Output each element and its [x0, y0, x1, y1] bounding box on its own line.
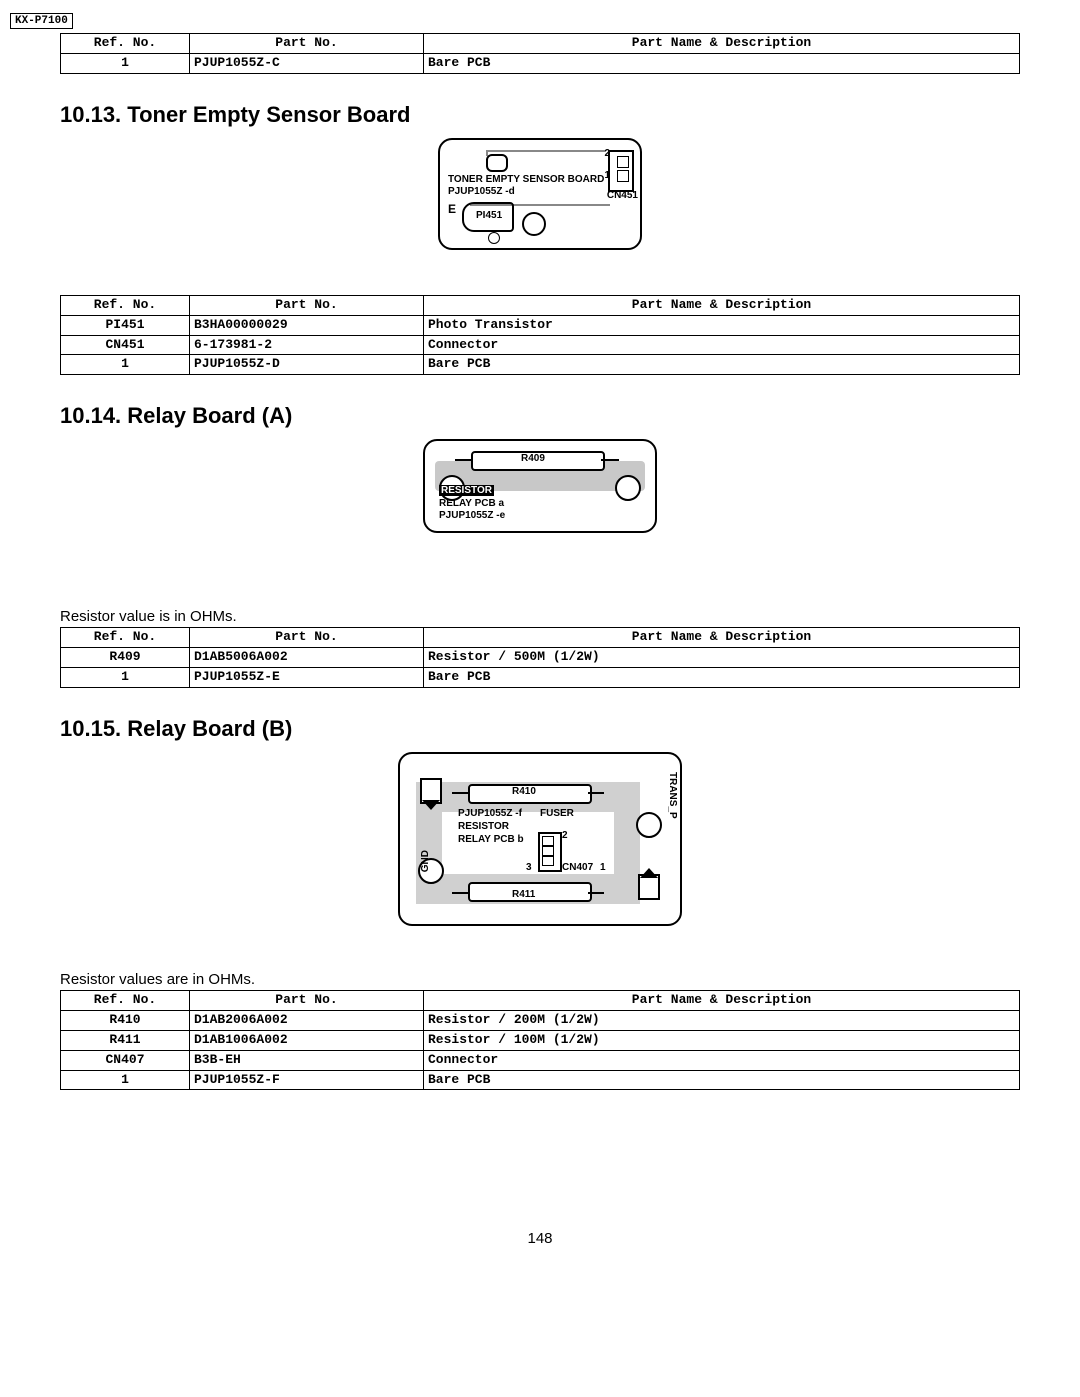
- toner-parts-table: Ref. No. Part No. Part Name & Descriptio…: [60, 295, 1020, 376]
- note-ohms-b: Resistor values are in OHMs.: [60, 971, 1020, 988]
- page: KX-P7100 Ref. No. Part No. Part Name & D…: [0, 0, 1080, 1287]
- r410-label: R410: [512, 786, 536, 797]
- resistor-label: RESISTOR: [439, 485, 494, 496]
- col-ref: Ref. No.: [61, 34, 190, 54]
- table-row: 1 PJUP1055Z-C Bare PCB: [61, 53, 1020, 73]
- diagram-toner-wrap: 2 1 CN451 TONER EMPTY SENSOR BOARD PJUP1…: [60, 138, 1020, 255]
- table-row: PI451 B3HA00000029 Photo Transistor: [61, 315, 1020, 335]
- cell-ref: R409: [61, 648, 190, 668]
- section-heading-relay-b: 10.15. Relay Board (B): [60, 716, 1020, 742]
- col-desc: Part Name & Description: [424, 628, 1020, 648]
- cell-ref: 1: [61, 53, 190, 73]
- table-row: CN451 6-173981-2 Connector: [61, 335, 1020, 355]
- e-label: E: [448, 202, 456, 216]
- cell-desc: Connector: [424, 1050, 1020, 1070]
- col-desc: Part Name & Description: [424, 295, 1020, 315]
- pin3-b-label: 3: [526, 862, 532, 873]
- gnd-label: GND: [420, 850, 431, 872]
- diagram-relay-b: R410 R411 PJUP1055Z -f FUSER RESISTOR RE…: [398, 752, 682, 926]
- relay-a-parts-table: Ref. No. Part No. Part Name & Descriptio…: [60, 627, 1020, 688]
- cn407-label: CN407: [562, 862, 593, 873]
- pjup-d-label: PJUP1055Z -d: [448, 186, 515, 197]
- diagram-relay-b-wrap: R410 R411 PJUP1055Z -f FUSER RESISTOR RE…: [60, 752, 1020, 931]
- col-partno: Part No.: [190, 628, 424, 648]
- col-partno: Part No.: [190, 34, 424, 54]
- toner-board-label: TONER EMPTY SENSOR BOARD: [448, 174, 604, 185]
- col-ref: Ref. No.: [61, 628, 190, 648]
- cell-partno: PJUP1055Z-F: [190, 1070, 424, 1090]
- col-ref: Ref. No.: [61, 991, 190, 1011]
- pjup-e-label: PJUP1055Z -e: [439, 510, 505, 521]
- cell-ref: R411: [61, 1030, 190, 1050]
- cell-ref: 1: [61, 668, 190, 688]
- relay-b-parts-table: Ref. No. Part No. Part Name & Descriptio…: [60, 990, 1020, 1090]
- table-row: 1 PJUP1055Z-E Bare PCB: [61, 668, 1020, 688]
- model-tag: KX-P7100: [10, 13, 73, 29]
- table-row: R411 D1AB1006A002 Resistor / 100M (1/2W): [61, 1030, 1020, 1050]
- cell-ref: 1: [61, 355, 190, 375]
- pin1-label: 1: [604, 170, 610, 181]
- top-parts-table: Ref. No. Part No. Part Name & Descriptio…: [60, 33, 1020, 74]
- note-ohms-a: Resistor value is in OHMs.: [60, 608, 1020, 625]
- cell-desc: Resistor / 200M (1/2W): [424, 1010, 1020, 1030]
- cell-ref: PI451: [61, 315, 190, 335]
- cell-ref: CN407: [61, 1050, 190, 1070]
- cell-ref: CN451: [61, 335, 190, 355]
- table-header-row: Ref. No. Part No. Part Name & Descriptio…: [61, 628, 1020, 648]
- section-heading-relay-a: 10.14. Relay Board (A): [60, 403, 1020, 429]
- cell-partno: PJUP1055Z-C: [190, 53, 424, 73]
- cell-partno: PJUP1055Z-D: [190, 355, 424, 375]
- cell-partno: PJUP1055Z-E: [190, 668, 424, 688]
- cell-partno: D1AB1006A002: [190, 1030, 424, 1050]
- cell-desc: Bare PCB: [424, 1070, 1020, 1090]
- col-partno: Part No.: [190, 991, 424, 1011]
- fuser-label: FUSER: [540, 808, 574, 819]
- cell-partno: B3B-EH: [190, 1050, 424, 1070]
- cell-desc: Resistor / 100M (1/2W): [424, 1030, 1020, 1050]
- diagram-toner: 2 1 CN451 TONER EMPTY SENSOR BOARD PJUP1…: [438, 138, 642, 250]
- table-header-row: Ref. No. Part No. Part Name & Descriptio…: [61, 295, 1020, 315]
- cn451-label: CN451: [607, 190, 638, 201]
- table-row: CN407 B3B-EH Connector: [61, 1050, 1020, 1070]
- cell-ref: 1: [61, 1070, 190, 1090]
- diagram-relay-a: R409 RESISTOR RELAY PCB a PJUP1055Z -e: [423, 439, 657, 533]
- diagram-relay-a-wrap: R409 RESISTOR RELAY PCB a PJUP1055Z -e: [60, 439, 1020, 538]
- pin1-b-label: 1: [600, 862, 606, 873]
- cell-desc: Photo Transistor: [424, 315, 1020, 335]
- r411-label: R411: [512, 889, 535, 900]
- table-header-row: Ref. No. Part No. Part Name & Descriptio…: [61, 34, 1020, 54]
- cell-ref: R410: [61, 1010, 190, 1030]
- col-partno: Part No.: [190, 295, 424, 315]
- table-row: R410 D1AB2006A002 Resistor / 200M (1/2W): [61, 1010, 1020, 1030]
- pin2-label: 2: [604, 148, 610, 159]
- cell-partno: 6-173981-2: [190, 335, 424, 355]
- table-header-row: Ref. No. Part No. Part Name & Descriptio…: [61, 991, 1020, 1011]
- page-number: 148: [60, 1230, 1020, 1247]
- cell-desc: Connector: [424, 335, 1020, 355]
- cell-partno: B3HA00000029: [190, 315, 424, 335]
- cell-partno: D1AB2006A002: [190, 1010, 424, 1030]
- relay-pcb-a-label: RELAY PCB a: [439, 498, 504, 509]
- r409-label: R409: [521, 453, 545, 464]
- pin2-b-label: 2: [562, 830, 568, 841]
- resistor-b-label: RESISTOR: [458, 821, 509, 832]
- table-row: 1 PJUP1055Z-F Bare PCB: [61, 1070, 1020, 1090]
- trans-p-label: TRANS_P: [667, 772, 678, 819]
- section-heading-toner: 10.13. Toner Empty Sensor Board: [60, 102, 1020, 128]
- table-row: 1 PJUP1055Z-D Bare PCB: [61, 355, 1020, 375]
- pi451-label: PI451: [476, 210, 502, 221]
- col-desc: Part Name & Description: [424, 991, 1020, 1011]
- cell-partno: D1AB5006A002: [190, 648, 424, 668]
- relay-pcb-b-label: RELAY PCB b: [458, 834, 524, 845]
- cell-desc: Resistor / 500M (1/2W): [424, 648, 1020, 668]
- col-desc: Part Name & Description: [424, 34, 1020, 54]
- col-ref: Ref. No.: [61, 295, 190, 315]
- table-row: R409 D1AB5006A002 Resistor / 500M (1/2W): [61, 648, 1020, 668]
- cell-desc: Bare PCB: [424, 53, 1020, 73]
- cell-desc: Bare PCB: [424, 355, 1020, 375]
- cell-desc: Bare PCB: [424, 668, 1020, 688]
- pjup-f-label: PJUP1055Z -f: [458, 808, 522, 819]
